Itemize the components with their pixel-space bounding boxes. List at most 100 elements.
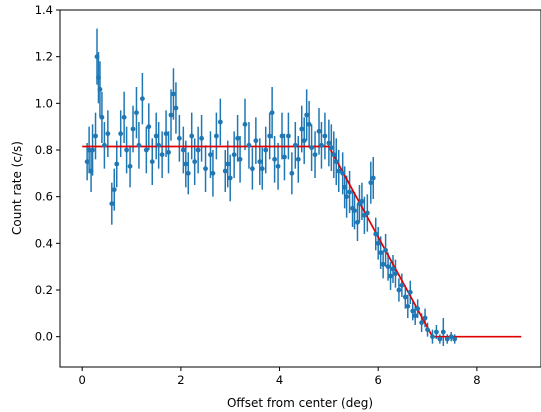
data-point [359, 198, 365, 204]
data-point [331, 152, 337, 158]
data-point [225, 161, 231, 167]
data-point [282, 154, 287, 160]
y-tick-label: 0.2 [35, 283, 53, 297]
y-tick-label: 1.2 [35, 50, 53, 64]
data-point [156, 142, 162, 148]
data-point [114, 161, 120, 167]
data-point [383, 247, 388, 253]
data-point [378, 250, 384, 256]
data-point [422, 315, 428, 321]
data-point [444, 336, 450, 342]
data-point [237, 156, 243, 162]
data-point [246, 142, 252, 148]
data-point [295, 156, 301, 162]
data-point [143, 147, 149, 153]
data-point [410, 308, 416, 314]
data-point [448, 334, 454, 340]
data-point [166, 149, 171, 155]
data-point [312, 152, 318, 158]
model-line-layer [82, 145, 522, 338]
data-point [121, 114, 127, 120]
y-tick-label: 0.0 [35, 330, 53, 344]
data-point [316, 128, 322, 134]
data-point [217, 119, 223, 125]
data-point [185, 170, 191, 176]
data-point [227, 175, 233, 181]
data-point [370, 175, 376, 181]
data-point [373, 231, 379, 237]
data-point [93, 133, 98, 139]
data-point [192, 159, 198, 165]
data-point [213, 133, 219, 139]
data-point [208, 152, 213, 158]
data-point [199, 135, 204, 141]
data-point [94, 54, 100, 60]
data-point [139, 96, 145, 102]
data-point [344, 194, 350, 200]
data-point [279, 133, 285, 139]
x-tick-label: 2 [177, 373, 184, 387]
data-point [425, 327, 430, 333]
data-point [210, 170, 216, 176]
data-point [242, 121, 248, 127]
data-point [84, 159, 90, 165]
data-point [136, 142, 142, 148]
x-tick-label: 0 [79, 373, 86, 387]
data-point [380, 261, 386, 267]
data-point [111, 187, 117, 193]
data-point [419, 320, 425, 326]
data-point [96, 75, 101, 81]
data-point [118, 131, 124, 137]
y-tick-label: 1.4 [35, 3, 53, 17]
data-point [259, 166, 265, 172]
data-point [153, 133, 159, 139]
data-point [173, 105, 179, 111]
data-point [286, 133, 291, 139]
data-point [146, 124, 152, 130]
data-point [440, 329, 446, 335]
data-point [105, 131, 111, 137]
data-point [328, 145, 334, 151]
data-point [88, 168, 94, 174]
data-point [340, 170, 346, 176]
data-point [267, 133, 273, 139]
data-point [272, 156, 277, 162]
data-point [407, 289, 413, 295]
data-point [415, 306, 421, 312]
data-point [102, 142, 107, 148]
data-point [97, 86, 103, 92]
x-tick-label: 4 [276, 373, 283, 387]
data-point [309, 145, 314, 151]
data-point [171, 91, 176, 97]
data-point [347, 189, 352, 195]
y-axis-label: Count rate (c/s) [10, 141, 24, 235]
y-tick-label: 1.0 [35, 96, 53, 110]
data-point [253, 138, 259, 144]
y-tick-label: 0.4 [35, 236, 53, 250]
data-point [402, 294, 408, 300]
data-point [399, 282, 405, 288]
data-point [336, 168, 342, 174]
data-point [86, 147, 92, 153]
data-point [183, 161, 189, 167]
data-point [203, 166, 208, 172]
data-point [322, 133, 328, 139]
data-point [231, 152, 237, 158]
data-point [149, 159, 155, 165]
data-point [437, 336, 443, 342]
data-point [134, 110, 139, 116]
data-point [326, 140, 332, 146]
data-point [127, 163, 133, 169]
data-point [299, 126, 305, 132]
data-point [263, 147, 269, 153]
data-point [235, 135, 241, 141]
plot-frame [59, 9, 541, 368]
x-tick-label: 8 [473, 373, 480, 387]
data-point [292, 142, 298, 148]
data-point [189, 133, 195, 139]
data-point [289, 170, 295, 176]
y-tick-label: 0.6 [35, 190, 53, 204]
data-point [430, 334, 435, 340]
